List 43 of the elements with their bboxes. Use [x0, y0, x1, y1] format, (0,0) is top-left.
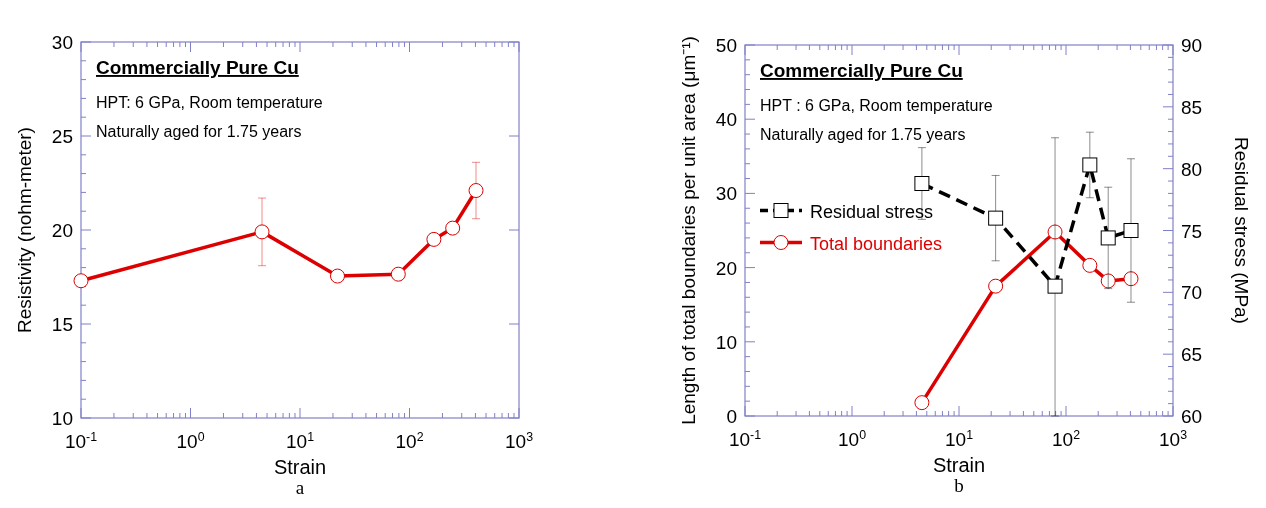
x-tick-label: 10$^{-1}$	[64, 430, 98, 452]
text: Commercially Pure Cu	[96, 57, 299, 78]
x-tick-label: 10$^{-1}$	[728, 428, 762, 450]
y-tick-label: 40	[715, 109, 737, 131]
text: a	[295, 477, 305, 498]
y-tick-label: 15	[51, 314, 73, 335]
y-tick-label: 20	[51, 220, 73, 241]
x-tick-label: 10$^{0}$	[176, 430, 205, 452]
x-axis-title: Strain	[273, 456, 327, 478]
text: Commercially Pure Cu	[760, 60, 963, 81]
y-tick-label: 10	[51, 408, 73, 429]
annotation: HPT : 6 GPa, Room temperature	[760, 97, 993, 114]
x-tick-label: 10$^{3}$	[1158, 428, 1188, 450]
y-axis-title: Resistivity (nohm-meter)	[14, 127, 35, 333]
y2-tick-label: 65	[1181, 344, 1203, 366]
annotation: Naturally aged for 1.75 years	[760, 126, 966, 143]
y2-tick-label: 70	[1181, 282, 1203, 304]
y-tick-label: 10	[715, 331, 737, 353]
y-tick-label: 30	[715, 183, 737, 205]
y2-tick-label: 60	[1181, 406, 1203, 427]
y-tick-label: 0	[726, 406, 737, 427]
y-tick-label: 20	[715, 257, 737, 279]
text: b	[954, 475, 964, 496]
x-tick-label: 10$^{3}$	[504, 430, 534, 452]
legend-label: Residual stress	[810, 201, 934, 222]
y-tick-label: 25	[51, 126, 73, 147]
y2-tick-label: 90	[1181, 35, 1203, 56]
y-axis-title: Length of total boundaries per unit area (μm⁻¹)	[678, 36, 699, 425]
x-tick-label: 10$^{1}$	[285, 430, 315, 452]
x-tick-label: 10$^{0}$	[837, 428, 867, 450]
x-tick-label: 10$^{1}$	[944, 428, 974, 450]
x-axis-title: Strain	[932, 454, 986, 476]
x-tick-label: 10$^{2}$	[1051, 428, 1081, 450]
y2-tick-label: 80	[1181, 158, 1203, 180]
y2-axis-title: Residual stress (MPa)	[1231, 137, 1252, 324]
y2-tick-label: 85	[1181, 96, 1203, 118]
annotation: Naturally aged for 1.75 years	[96, 123, 302, 140]
y-tick-label: 30	[51, 32, 73, 53]
x-tick-label: 10$^{2}$	[395, 430, 424, 452]
annotation: HPT: 6 GPa, Room temperature	[96, 94, 323, 111]
y2-tick-label: 75	[1181, 220, 1203, 242]
y-tick-label: 50	[715, 35, 737, 56]
legend-label: Total boundaries	[810, 233, 943, 254]
